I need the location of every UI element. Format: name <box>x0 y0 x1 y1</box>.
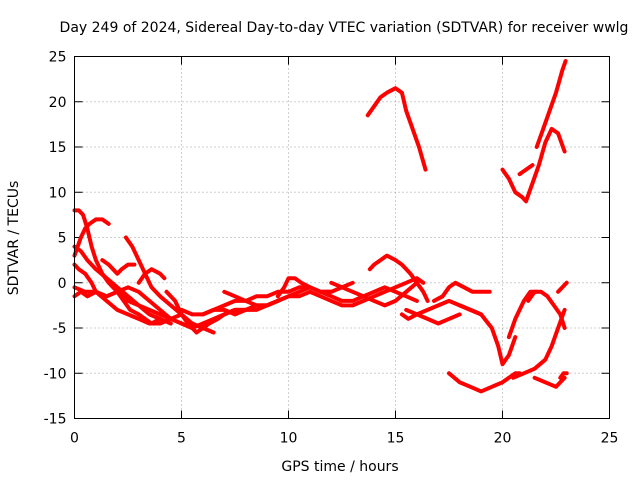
y-tick-label: 25 <box>49 50 67 66</box>
series-arc-34 <box>558 371 569 380</box>
series-arc-30 <box>511 307 567 380</box>
series-arc-20 <box>365 86 428 172</box>
axis-ticks: 0 5 10 15 20 25 -15 -10 -5 0 5 10 15 20 25 <box>44 50 619 447</box>
x-tick-label: 5 <box>177 431 186 447</box>
x-tick-label: 0 <box>70 431 79 447</box>
x-tick-label: 20 <box>494 431 512 447</box>
series-arc-6 <box>72 285 173 321</box>
chart-title: Day 249 of 2024, Sidereal Day-to-day VTE… <box>60 20 629 36</box>
series-arc-31 <box>532 375 567 389</box>
y-tick-label: 10 <box>49 185 67 201</box>
x-tick-label: 25 <box>601 431 619 447</box>
series-arc-28 <box>517 163 535 177</box>
series-arc-32 <box>526 289 567 330</box>
series-arc-18 <box>329 280 419 308</box>
series-arc-22 <box>404 307 462 326</box>
series-arc-4 <box>72 262 184 326</box>
x-axis-label: GPS time / hours <box>281 459 398 475</box>
series-arc-23 <box>432 280 492 303</box>
y-tick-label: 5 <box>58 231 67 247</box>
x-tick-label: 10 <box>280 431 298 447</box>
y-axis-label: SDTVAR / TECUs <box>6 181 22 296</box>
y-tick-label: 20 <box>49 95 67 111</box>
series-arc-2 <box>72 208 163 326</box>
series-arc-33 <box>556 280 569 294</box>
series-arc-15 <box>275 276 355 299</box>
series-arc-26 <box>506 289 539 340</box>
y-tick-label: 0 <box>58 276 67 292</box>
y-tick-label: -5 <box>53 321 67 337</box>
series-arc-19 <box>367 253 430 303</box>
series-arc-24 <box>447 371 522 394</box>
series-arc-29 <box>534 59 568 149</box>
data-series <box>72 59 569 394</box>
plot-border <box>74 56 610 419</box>
series-arc-14 <box>222 289 312 308</box>
y-tick-label: -10 <box>44 366 67 382</box>
y-tick-label: -15 <box>44 412 67 428</box>
series-arc-1 <box>72 217 111 258</box>
y-tick-label: 15 <box>49 140 67 156</box>
series-arc-25 <box>457 303 518 367</box>
series-arc-9 <box>136 267 167 285</box>
series-arc-16 <box>286 285 419 303</box>
series-arc-27 <box>500 126 567 204</box>
series-arc-3 <box>72 244 173 326</box>
series-arc-7 <box>100 258 137 276</box>
x-tick-label: 15 <box>387 431 405 447</box>
grid <box>74 56 610 419</box>
